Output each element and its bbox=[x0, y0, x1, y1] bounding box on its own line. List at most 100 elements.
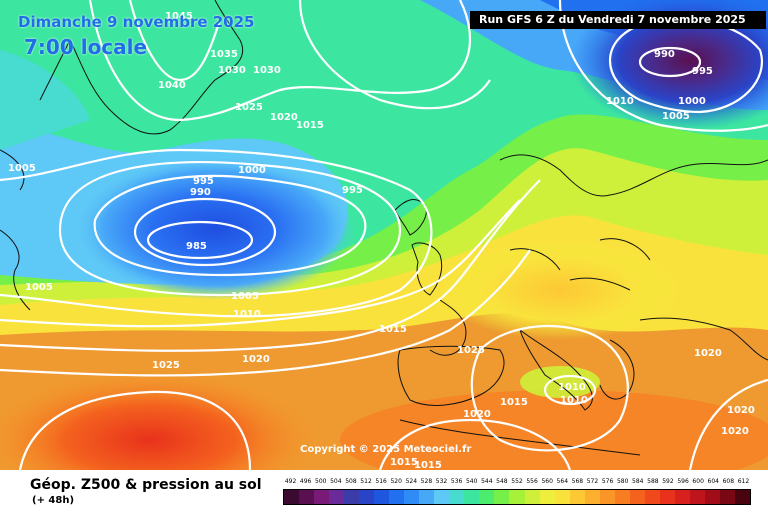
isobar-label: 1015 bbox=[500, 397, 528, 408]
isobar-1000-ne bbox=[608, 17, 763, 114]
scale-swatch bbox=[344, 490, 360, 504]
scale-swatch bbox=[419, 490, 435, 504]
scale-swatch bbox=[404, 490, 420, 504]
scale-swatch bbox=[329, 490, 345, 504]
isobar-label: 1000 bbox=[238, 165, 266, 176]
scale-swatch bbox=[719, 490, 735, 504]
scale-label: 536 bbox=[450, 478, 463, 485]
scale-swatch bbox=[464, 490, 480, 504]
isobar-990 bbox=[133, 197, 277, 267]
color-scale-labels: 492 496 500 504 508 512 516 520 524 528 532 536 540 5… bbox=[283, 478, 751, 489]
band-greenland bbox=[80, 0, 230, 99]
scale-swatch bbox=[539, 490, 555, 504]
scale-label: 548 bbox=[496, 478, 508, 485]
scale-swatch bbox=[479, 490, 495, 504]
isobar-1010-ne bbox=[558, 0, 768, 132]
isobar-label: 995 bbox=[692, 66, 713, 77]
scale-swatch bbox=[509, 490, 525, 504]
scale-label: 524 bbox=[405, 478, 418, 485]
isobar-label: 985 bbox=[186, 241, 207, 252]
scale-label: 604 bbox=[707, 478, 719, 485]
scale-label: 496 bbox=[299, 478, 312, 485]
scale-label: 572 bbox=[586, 478, 599, 485]
scale-swatch bbox=[494, 490, 510, 504]
isobar-1020 bbox=[0, 249, 531, 377]
model-run-banner: Run GFS 6 Z du Vendredi 7 novembre 2025 bbox=[470, 11, 766, 29]
color-scale-bar bbox=[283, 489, 751, 505]
scale-swatch bbox=[389, 490, 405, 504]
isobar-labels: 1045 1035 1030 1030 1040 1025 1020 1015 … bbox=[8, 11, 755, 470]
isobar-label: 1005 bbox=[231, 291, 259, 302]
isobar-label: 1010 bbox=[606, 96, 634, 107]
isobar-label: 1030 bbox=[253, 65, 281, 76]
isobar-1000 bbox=[58, 161, 402, 297]
isobar-label: 1010 bbox=[233, 309, 261, 320]
scale-swatch bbox=[299, 490, 315, 504]
scale-swatch bbox=[524, 490, 540, 504]
italy-green-field bbox=[520, 366, 600, 398]
isobar-label: 1005 bbox=[25, 282, 53, 293]
europe-ridge-field bbox=[440, 240, 680, 340]
scale-label: 512 bbox=[360, 478, 372, 485]
isobar-label: 1025 bbox=[457, 345, 485, 356]
isobar-label: 1030 bbox=[218, 65, 246, 76]
isobars bbox=[0, 0, 768, 470]
isobar-label: 1005 bbox=[662, 111, 690, 122]
scale-label: 544 bbox=[481, 478, 493, 485]
isobar-label: 1035 bbox=[210, 49, 238, 60]
scale-label: 508 bbox=[345, 478, 357, 485]
isobar-1010-italy bbox=[543, 374, 597, 406]
isobar-label: 1020 bbox=[242, 354, 270, 365]
scale-swatch bbox=[359, 490, 375, 504]
southwest-high-field bbox=[0, 370, 320, 470]
scale-label: 584 bbox=[632, 478, 644, 485]
scale-label: 568 bbox=[571, 478, 584, 485]
scale-swatch bbox=[569, 490, 585, 504]
scale-swatch bbox=[554, 490, 570, 504]
coastlines bbox=[0, 0, 768, 456]
isobar-label: 1040 bbox=[158, 80, 186, 91]
northeast-low-field bbox=[570, 0, 768, 130]
scale-label: 580 bbox=[616, 478, 629, 485]
isobar-1035 bbox=[128, 0, 222, 82]
scale-label: 540 bbox=[465, 478, 478, 485]
isobar-label: 1020 bbox=[727, 405, 755, 416]
isobar-1020-north bbox=[298, 0, 491, 110]
scale-swatch bbox=[614, 490, 630, 504]
scale-label: 576 bbox=[601, 478, 614, 485]
isobar-990-ne bbox=[638, 46, 702, 78]
scale-swatch bbox=[284, 490, 300, 504]
scale-label: 600 bbox=[692, 478, 704, 485]
isobar-1010 bbox=[0, 199, 521, 328]
scale-label: 500 bbox=[315, 478, 327, 485]
atlantic-low-field bbox=[75, 156, 355, 300]
isobar-1015 bbox=[0, 179, 541, 352]
scale-swatch bbox=[734, 490, 750, 504]
scale-label: 608 bbox=[722, 478, 735, 485]
scale-label: 612 bbox=[737, 478, 750, 485]
isobar-label: 1020 bbox=[463, 409, 491, 420]
isobar-label: 1020 bbox=[270, 112, 298, 123]
scale-swatch bbox=[314, 490, 330, 504]
isobar-1025-high bbox=[18, 390, 252, 470]
isobar-985 bbox=[146, 220, 254, 260]
band-cyan-w bbox=[0, 50, 90, 150]
scale-swatch bbox=[434, 490, 450, 504]
scale-label: 588 bbox=[647, 478, 659, 485]
scale-label: 564 bbox=[556, 478, 569, 485]
isobar-label: 990 bbox=[654, 49, 675, 60]
scale-label: 532 bbox=[435, 478, 448, 485]
scale-swatch bbox=[674, 490, 690, 504]
scale-label: 492 bbox=[284, 478, 297, 485]
isobar-1015-med bbox=[470, 324, 629, 452]
isobar-1020-south bbox=[378, 418, 572, 470]
forecast-lead-time: (+ 48h) bbox=[32, 495, 75, 506]
scale-swatch bbox=[644, 490, 660, 504]
scale-label: 560 bbox=[541, 478, 553, 485]
map-title: Géop. Z500 & pression au sol bbox=[30, 477, 262, 493]
scale-label: 516 bbox=[375, 478, 387, 485]
isobar-1025-greenland bbox=[88, 0, 472, 122]
isobar-label: 1010 bbox=[558, 382, 586, 393]
isobar-label: 1025 bbox=[152, 360, 180, 371]
isobar-label: 995 bbox=[342, 185, 363, 196]
